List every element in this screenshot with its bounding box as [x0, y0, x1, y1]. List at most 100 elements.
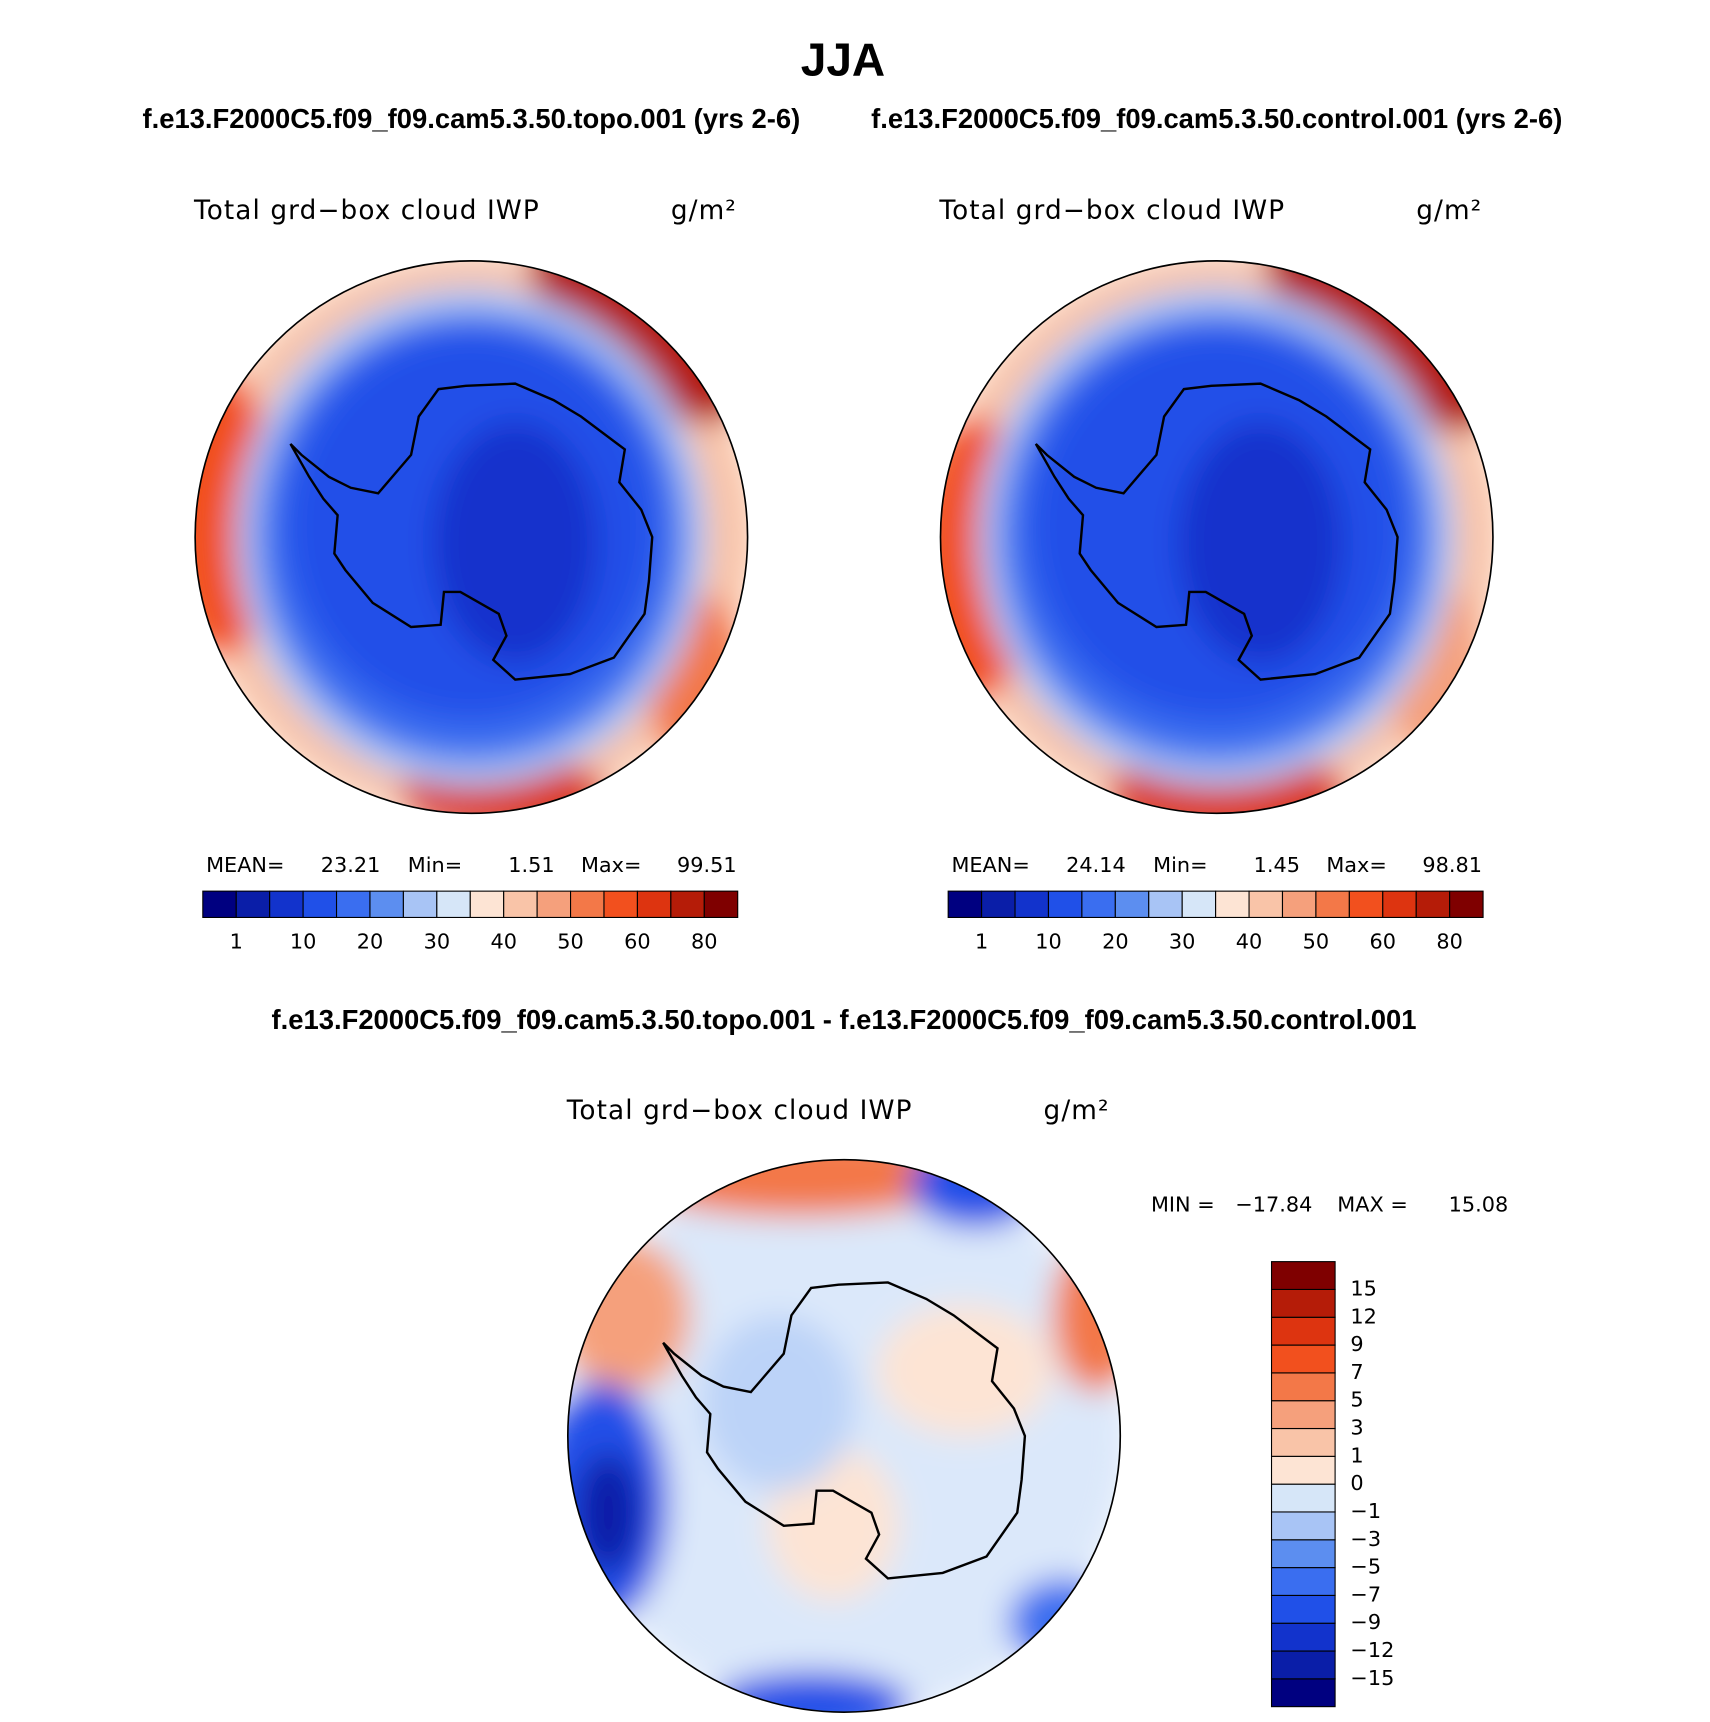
colorbar-label: −12 — [1350, 1638, 1394, 1662]
colorbar-box — [369, 890, 404, 918]
colorbar-label: 80 — [691, 930, 717, 954]
colorbar-label: −5 — [1350, 1555, 1381, 1579]
colorbar-box — [1281, 890, 1317, 918]
colorbar-box — [1270, 1261, 1336, 1290]
colorbar-label: −3 — [1350, 1527, 1381, 1551]
colorbar-box — [1248, 890, 1284, 918]
stat-value: 23.21 — [321, 853, 381, 877]
colorbar-box — [1270, 1372, 1336, 1402]
colorbar-label: 50 — [557, 930, 583, 954]
colorbar-box — [981, 890, 1016, 918]
stat-value: 98.81 — [1422, 853, 1482, 877]
colorbar-box — [1181, 890, 1217, 918]
colorbar-label: 40 — [490, 930, 516, 954]
colorbar-label: 1 — [230, 930, 243, 954]
colorbar-box — [402, 890, 438, 918]
stat-value: 15.08 — [1449, 1193, 1509, 1217]
colorbar-label: 5 — [1350, 1388, 1363, 1412]
colorbar-box — [1270, 1288, 1336, 1318]
colorbar-box — [603, 890, 638, 918]
colorbar-label: 60 — [1370, 930, 1396, 954]
colorbar-box — [1270, 1567, 1336, 1596]
colorbar-box — [1270, 1511, 1336, 1541]
colorbar-label: 7 — [1350, 1360, 1363, 1384]
colorbar-box — [1081, 890, 1116, 918]
colorbar-box — [335, 890, 371, 918]
colorbar-box — [1270, 1678, 1336, 1708]
colorbar-label: 20 — [1102, 930, 1128, 954]
colorbar-label: −15 — [1350, 1666, 1394, 1690]
colorbar-box — [1382, 890, 1417, 918]
colorbar-label: 10 — [290, 930, 316, 954]
colorbar-box — [1415, 890, 1451, 918]
colorbar-box — [1270, 1483, 1336, 1513]
panel-subtitle: f.e13.F2000C5.f09_f09.cam5.3.50.control.… — [871, 103, 1562, 134]
stat-label: MEAN= — [206, 853, 284, 877]
stat-label: Min= — [1153, 853, 1207, 877]
colorbar-box — [1270, 1594, 1336, 1624]
colorbar-label: 20 — [357, 930, 383, 954]
colorbar-label: 40 — [1236, 930, 1262, 954]
colorbar-label: −9 — [1350, 1610, 1381, 1634]
units-label: g/m² — [1416, 196, 1482, 226]
colorbar-label: −7 — [1350, 1582, 1381, 1606]
units-label: g/m² — [671, 196, 737, 226]
panel-subtitle: f.e13.F2000C5.f09_f09.cam5.3.50.topo.001… — [272, 1004, 1417, 1035]
stat-value: 24.14 — [1066, 853, 1126, 877]
colorbar-label: 12 — [1350, 1304, 1376, 1328]
figure-title: JJA — [801, 34, 885, 86]
colorbar-label: 15 — [1350, 1276, 1376, 1300]
colorbar-box — [1270, 1650, 1336, 1680]
colorbar-box — [570, 890, 605, 918]
colorbar-box — [235, 890, 271, 918]
colorbar-box — [703, 890, 739, 918]
colorbar-box — [1114, 890, 1150, 918]
colorbar-box — [1270, 1455, 1336, 1485]
colorbar-box — [636, 890, 672, 918]
map — [194, 260, 749, 815]
colorbar-box — [1270, 1344, 1336, 1374]
colorbar-label: 30 — [1169, 930, 1195, 954]
colorbar-box — [1148, 890, 1183, 918]
colorbar-box — [1270, 1316, 1336, 1346]
colorbar-box — [536, 890, 572, 918]
colorbar-box — [670, 890, 705, 918]
colorbar-label: 50 — [1303, 930, 1329, 954]
stat-label: Min= — [408, 853, 462, 877]
map — [566, 1158, 1122, 1713]
colorbar-label: −1 — [1350, 1499, 1381, 1523]
colorbar-label: 1 — [1350, 1443, 1363, 1467]
colorbar-label: 60 — [624, 930, 650, 954]
colorbar-box — [503, 890, 538, 918]
colorbar-box — [269, 890, 304, 918]
colorbar-box — [1270, 1400, 1336, 1430]
colorbar-label: 30 — [424, 930, 450, 954]
colorbar-box — [1047, 890, 1083, 918]
colorbar-label: 80 — [1436, 930, 1462, 954]
colorbar-label: 3 — [1350, 1416, 1363, 1440]
panel-subtitle: f.e13.F2000C5.f09_f09.cam5.3.50.topo.001… — [142, 103, 800, 134]
colorbar-label: 0 — [1350, 1471, 1363, 1495]
colorbar-box — [202, 890, 237, 918]
colorbar-label: 1 — [975, 930, 988, 954]
variable-label: Total grd−box cloud IWP — [938, 196, 1285, 226]
units-label: g/m² — [1044, 1096, 1110, 1126]
colorbar-box — [436, 890, 471, 918]
colorbar-box — [947, 890, 983, 918]
colorbar-box — [1215, 890, 1250, 918]
colorbar-box — [1270, 1622, 1336, 1652]
stat-value: −17.84 — [1235, 1193, 1312, 1217]
colorbar-box — [469, 890, 505, 918]
variable-label: Total grd−box cloud IWP — [193, 196, 540, 226]
stat-value: 1.45 — [1254, 853, 1300, 877]
stat-label: MIN = — [1151, 1193, 1215, 1217]
stat-value: 99.51 — [677, 853, 737, 877]
stat-label: MEAN= — [951, 853, 1029, 877]
colorbar-box — [1315, 890, 1350, 918]
map — [939, 260, 1494, 815]
stat-label: MAX = — [1337, 1193, 1408, 1217]
stat-label: Max= — [1326, 853, 1386, 877]
colorbar-box — [1449, 890, 1484, 918]
stat-label: Max= — [581, 853, 641, 877]
